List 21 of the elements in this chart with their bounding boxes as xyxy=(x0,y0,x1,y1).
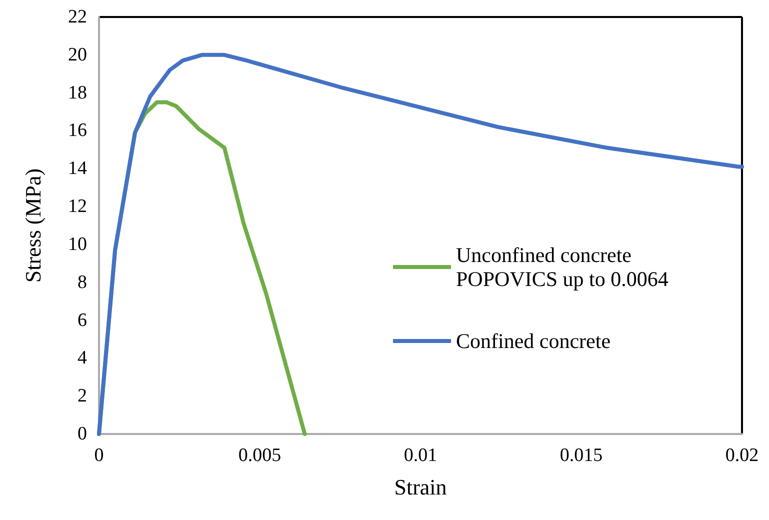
y-tick-label: 12 xyxy=(68,196,87,218)
x-axis-title: Strain xyxy=(394,474,447,500)
x-tick-label: 0.015 xyxy=(560,445,603,466)
y-tick-label: 22 xyxy=(68,6,87,28)
legend-label: Unconfined concrete POPOVICS up to 0.0064 xyxy=(456,243,669,291)
x-tick-label: 0.01 xyxy=(404,445,438,466)
y-axis-title: Stress (MPa) xyxy=(20,168,46,283)
y-tick-label: 2 xyxy=(78,386,87,407)
y-tick-label: 6 xyxy=(78,310,87,331)
y-tick-label: 14 xyxy=(68,158,88,180)
y-tick-label: 4 xyxy=(78,348,88,369)
y-tick-label: 16 xyxy=(68,120,87,142)
x-tick-label: 0.02 xyxy=(725,445,759,466)
y-tick-label: 18 xyxy=(68,82,87,104)
y-tick-label: 0 xyxy=(78,424,87,444)
y-tick-label: 20 xyxy=(68,44,87,66)
x-tick-label: 0 xyxy=(94,445,104,466)
y-tick-label: 10 xyxy=(68,234,87,255)
y-tick-label: 8 xyxy=(78,272,87,293)
legend-label: Confined concrete xyxy=(456,329,611,353)
x-tick-label: 0.005 xyxy=(238,445,282,466)
